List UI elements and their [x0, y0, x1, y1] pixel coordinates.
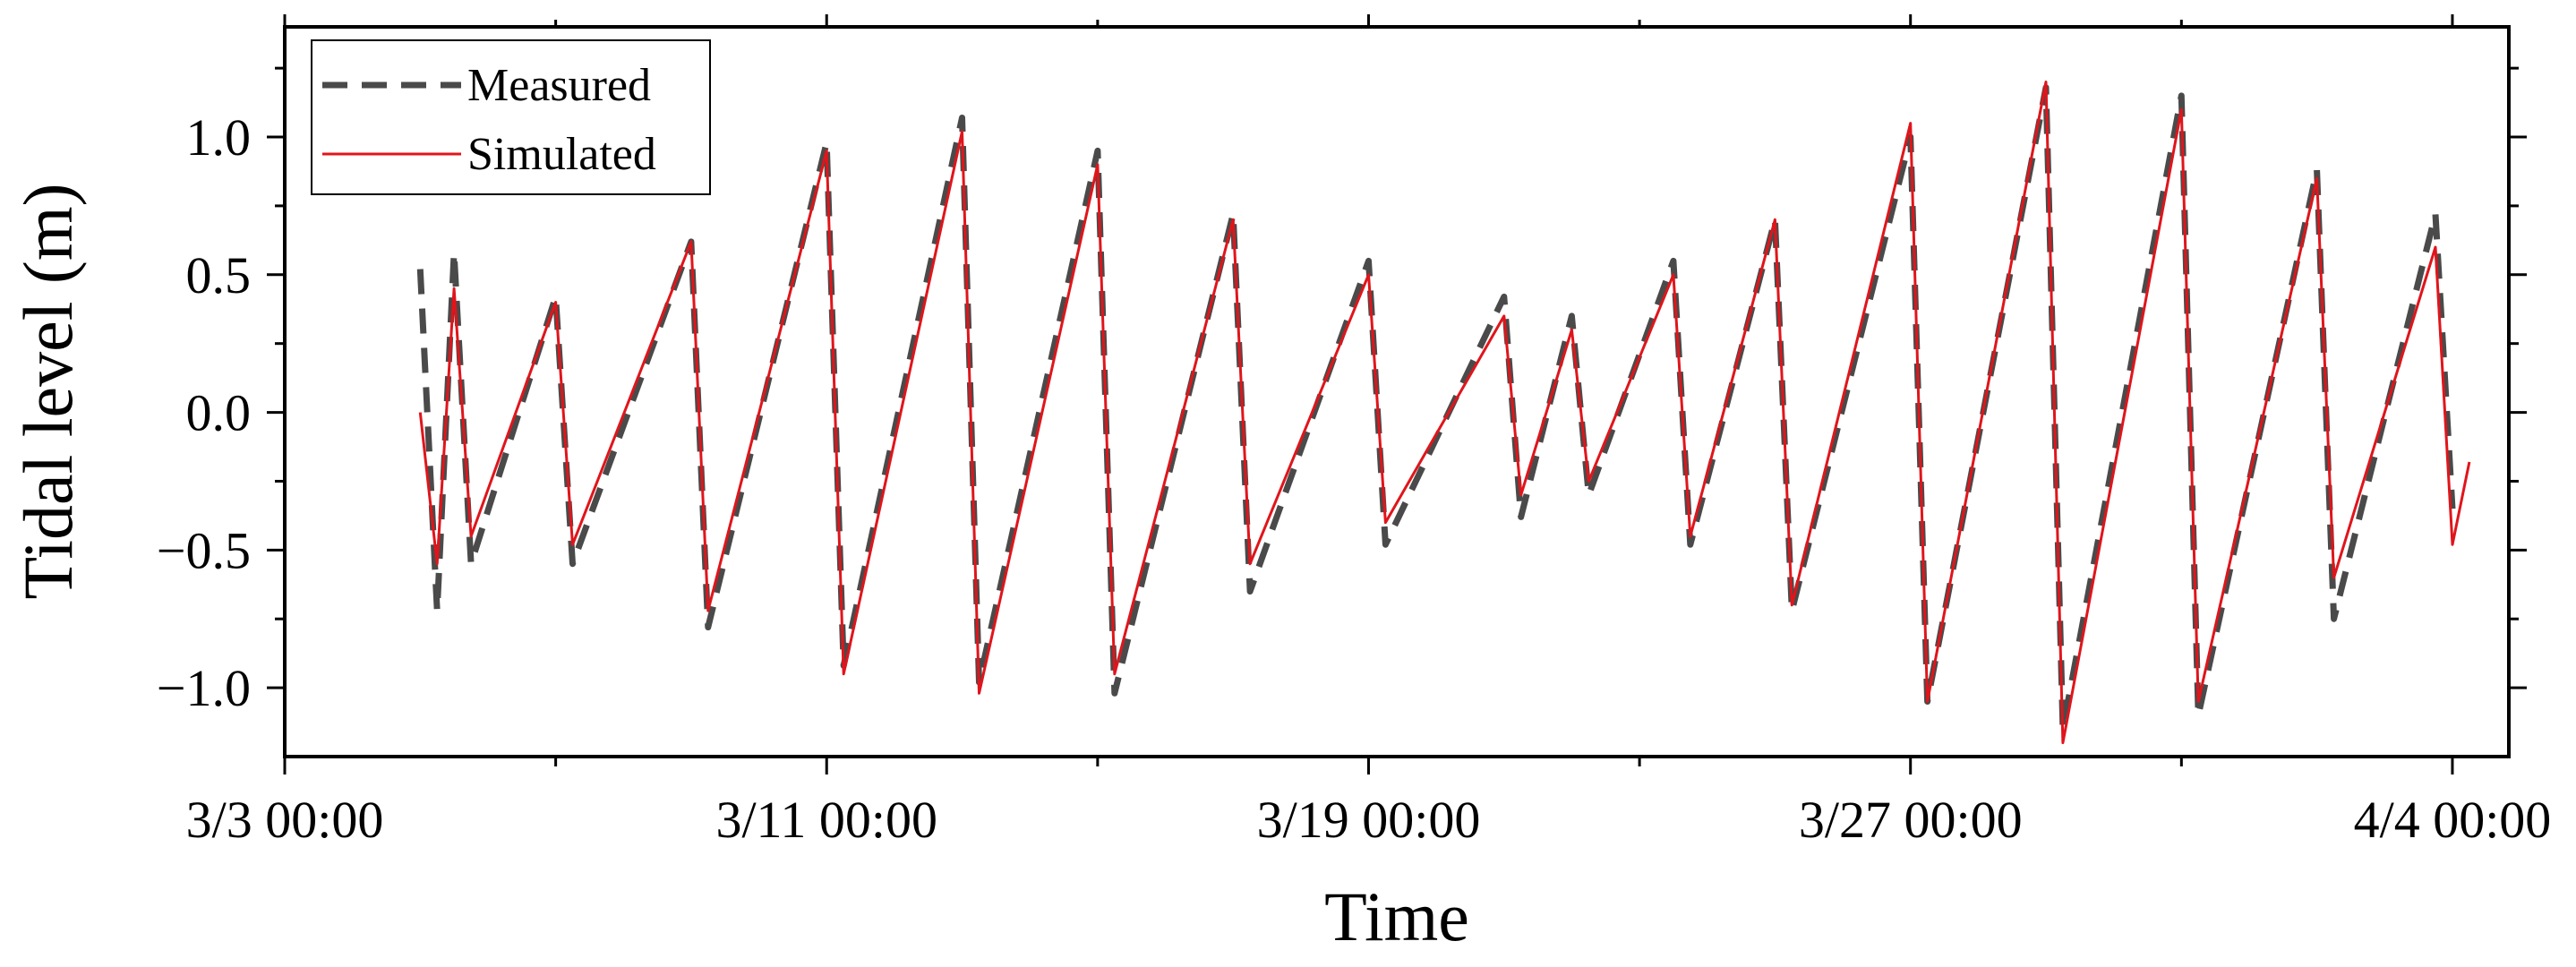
- y-tick-label: 0.5: [186, 246, 252, 304]
- legend-box: [311, 39, 711, 195]
- legend-simulated-label: Simulated: [467, 129, 656, 180]
- x-tick-label: 3/19 00:00: [1257, 791, 1481, 849]
- y-tick-label: 1.0: [186, 108, 252, 167]
- y-tick-label: 0.0: [186, 384, 252, 442]
- series-layer: [416, 81, 2471, 745]
- series-line-simulated: [418, 81, 2471, 745]
- x-axis-title: Time: [1324, 877, 1469, 955]
- series-line-measured: [416, 84, 2456, 732]
- x-tick-label: 4/4 00:00: [2354, 791, 2552, 849]
- y-axis-title: Tidal level (m): [9, 183, 87, 599]
- x-tick-label: 3/27 00:00: [1799, 791, 2023, 849]
- y-tick-label: −0.5: [157, 521, 251, 579]
- x-tick-label: 3/3 00:00: [186, 791, 384, 849]
- axis-ticks: 3/3 00:00 3/11 00:00 3/19 00:00 3/27 00:00 4…: [157, 14, 2552, 849]
- y-tick-label: −1.0: [157, 659, 251, 717]
- plot-frame: [283, 25, 2511, 758]
- legend-measured-label: Measured: [467, 60, 651, 111]
- legend: Measured Simulated: [311, 39, 711, 195]
- x-tick-label: 3/11 00:00: [715, 791, 937, 849]
